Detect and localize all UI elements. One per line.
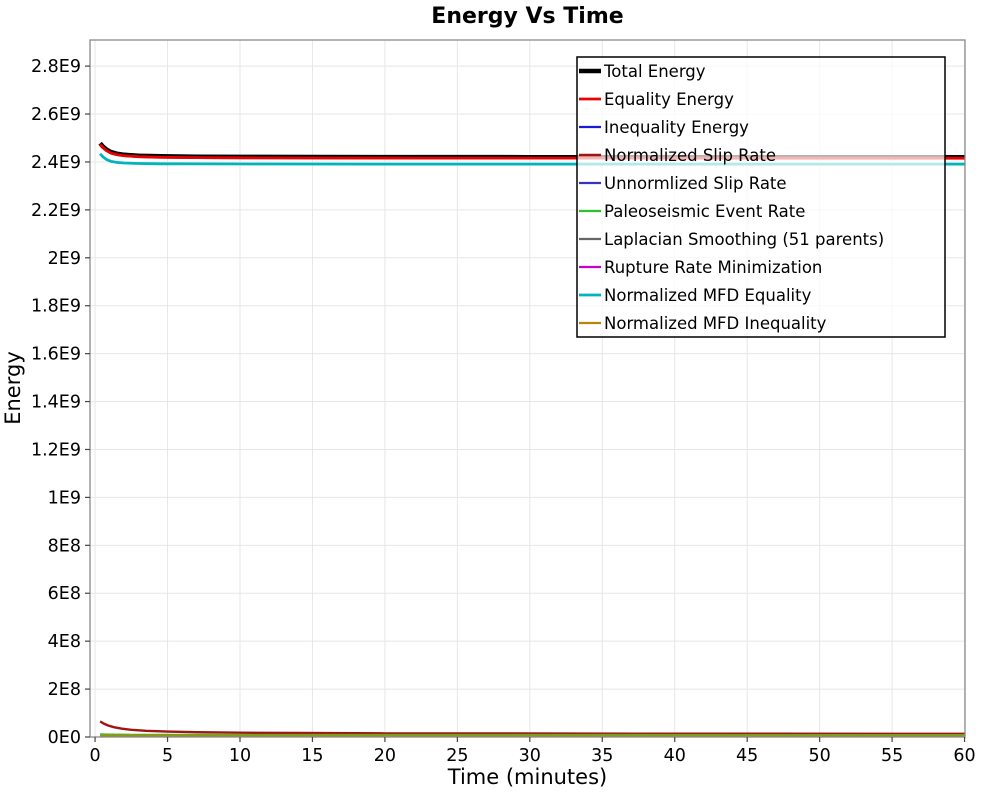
legend: Total Energy Equality Energy Inequality En…	[576, 56, 946, 338]
y-tick-label: 0E0	[48, 728, 81, 748]
legend-label-laplacian-smoothing-51-parents: Laplacian Smoothing (51 parents)	[604, 230, 884, 249]
y-tick-label: 2E8	[48, 680, 81, 700]
legend-entry-unnormlized-slip-rate: Unnormlized Slip Rate	[579, 174, 787, 193]
x-tick-label: 45	[736, 746, 758, 766]
legend-label-unnormlized-slip-rate: Unnormlized Slip Rate	[604, 174, 787, 193]
y-tick-label: 1.6E9	[31, 345, 81, 365]
legend-entry-paleoseismic-event-rate: Paleoseismic Event Rate	[579, 202, 805, 221]
legend-entry-inequality-energy: Inequality Energy	[579, 118, 749, 137]
series-equality-energy	[99, 143, 965, 160]
x-axis-title: Time (minutes)	[447, 765, 607, 789]
legend-label-normalized-mfd-inequality: Normalized MFD Inequality	[604, 314, 827, 333]
legend-label-inequality-energy: Inequality Energy	[604, 118, 749, 137]
chart-title: Energy Vs Time	[431, 4, 623, 29]
series-normalized-slip-rate	[99, 720, 965, 735]
legend-label-paleoseismic-event-rate: Paleoseismic Event Rate	[604, 202, 805, 221]
y-tick-label: 2.6E9	[31, 105, 81, 125]
series-normalized-mfd-equality	[99, 152, 965, 166]
x-tick-label: 40	[664, 746, 686, 766]
y-tick-label: 8E8	[48, 536, 81, 556]
x-tick-label: 30	[519, 746, 541, 766]
x-tick-label: 15	[301, 746, 323, 766]
y-tick-label: 2.4E9	[31, 153, 81, 173]
x-tick-label: 55	[881, 746, 903, 766]
x-tick-label: 10	[229, 746, 251, 766]
x-tick-label: 35	[591, 746, 613, 766]
x-tick-label: 50	[809, 746, 831, 766]
y-axis-title: Energy	[1, 351, 25, 425]
plot-border	[89, 39, 966, 738]
legend-entry-rupture-rate-minimization: Rupture Rate Minimization	[579, 258, 822, 277]
y-tick-label: 4E8	[48, 632, 81, 652]
legend-label-equality-energy: Equality Energy	[604, 90, 734, 109]
y-tick-label: 2.8E9	[31, 57, 81, 77]
legend-entry-laplacian-smoothing-51-parents: Laplacian Smoothing (51 parents)	[579, 230, 884, 249]
legend-entry-equality-energy: Equality Energy	[579, 90, 734, 109]
y-tick-label: 1E9	[48, 488, 81, 508]
y-tick-label: 2.2E9	[31, 201, 81, 221]
legend-box	[576, 56, 946, 338]
legend-label-rupture-rate-minimization: Rupture Rate Minimization	[604, 258, 822, 277]
x-tick-label: 0	[90, 746, 101, 766]
legend-label-normalized-mfd-equality: Normalized MFD Equality	[604, 286, 812, 305]
y-tick-label: 1.4E9	[31, 393, 81, 413]
legend-entry-normalized-mfd-inequality: Normalized MFD Inequality	[579, 314, 827, 333]
x-tick-label: 60	[953, 746, 975, 766]
x-tick-label: 5	[162, 746, 173, 766]
legend-entry-total-energy: Total Energy	[579, 62, 706, 81]
legend-entry-normalized-mfd-equality: Normalized MFD Equality	[579, 286, 812, 305]
x-tick-label: 25	[446, 746, 468, 766]
y-tick-label: 1.8E9	[31, 297, 81, 317]
y-tick-label: 2E9	[48, 249, 81, 269]
y-tick-label: 6E8	[48, 584, 81, 604]
legend-label-total-energy: Total Energy	[603, 62, 706, 81]
legend-entry-normalized-slip-rate: Normalized Slip Rate	[579, 146, 776, 165]
legend-label-normalized-slip-rate: Normalized Slip Rate	[604, 146, 776, 165]
x-tick-label: 20	[374, 746, 396, 766]
axis-ticks: 0 5 10 15 20 25 30 35 40 45 50 55 60 0E0 2E8 4E8 6E8 8E8 1…	[31, 57, 976, 766]
y-tick-label: 1.2E9	[31, 440, 81, 460]
